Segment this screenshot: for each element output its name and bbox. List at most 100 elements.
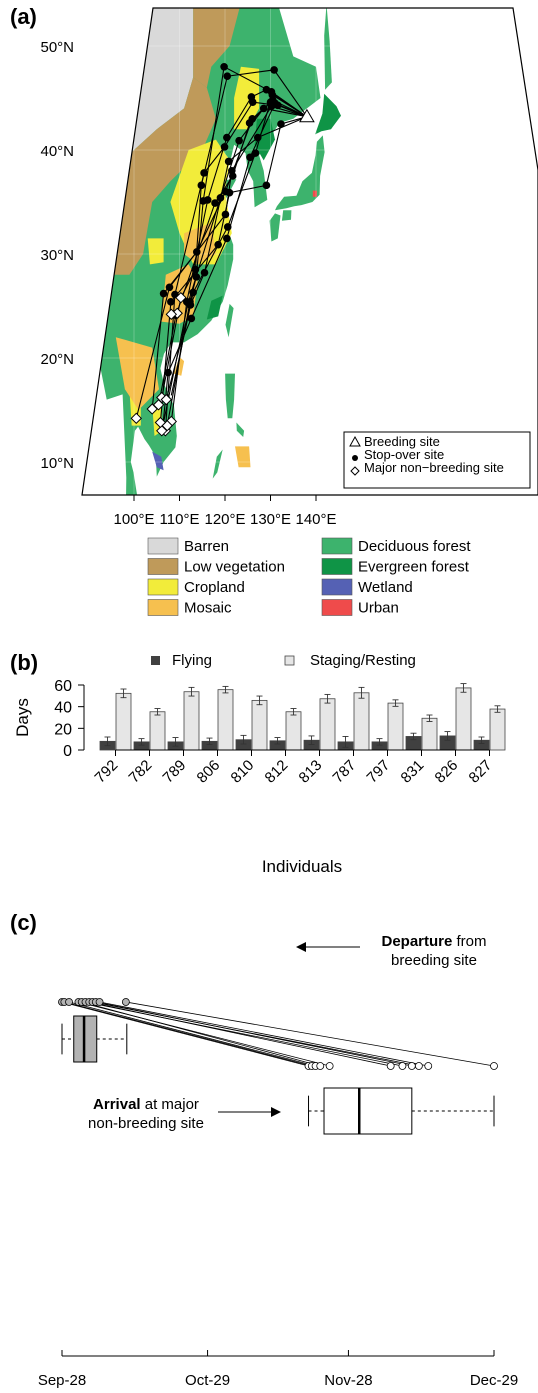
lon-tick-label: 140°E xyxy=(295,511,336,528)
staging-bar xyxy=(217,689,234,751)
landcover-label: Low vegetation xyxy=(184,559,285,576)
arrival-point xyxy=(424,1062,433,1070)
stopover-point xyxy=(251,149,260,157)
legend-flying-label: Flying xyxy=(172,652,212,669)
connection-line xyxy=(95,1001,412,1067)
tracks xyxy=(130,63,315,437)
arrival-point xyxy=(325,1062,334,1070)
stopover-point xyxy=(223,133,231,142)
stopover-point xyxy=(220,143,229,151)
stopover-point xyxy=(262,85,271,94)
map-frame xyxy=(81,7,538,496)
panel-a-label: (a) xyxy=(10,4,37,29)
stopover-point xyxy=(220,63,228,71)
stopover-point xyxy=(200,268,209,277)
legend-staging-label: Staging/Resting xyxy=(310,652,416,669)
date-tick-label: Sep-28 xyxy=(38,1372,86,1389)
stopover-point xyxy=(262,181,271,190)
map-legend-label: Stop-over site xyxy=(364,447,444,462)
lon-tick-label: 100°E xyxy=(113,511,154,528)
departure-point xyxy=(121,998,130,1006)
staging-bar xyxy=(489,708,506,751)
lat-tick-label: 40°N xyxy=(40,143,74,160)
lat-tick-label: 20°N xyxy=(40,351,74,368)
legend-nonbreeding-symbol xyxy=(350,466,360,476)
staging-bar xyxy=(149,711,166,751)
arrival-arrowhead xyxy=(271,1107,281,1117)
x-tick-label: 789 xyxy=(160,757,190,787)
stopover-point xyxy=(200,169,208,177)
connection-line xyxy=(61,1001,309,1067)
land-hokkaido xyxy=(315,93,341,135)
legend-stopover-symbol xyxy=(352,455,358,461)
land-palawan xyxy=(212,449,223,479)
stopover-point xyxy=(228,167,236,175)
panel-b-label: (b) xyxy=(10,650,39,675)
timing-boxplot: Departure from breeding site Arrival at ma… xyxy=(38,933,518,1389)
stopover-point xyxy=(268,91,277,99)
bar-group xyxy=(201,685,234,751)
landcover-label: Deciduous forest xyxy=(358,538,471,555)
arrival-point xyxy=(407,1062,416,1070)
departure-arrowhead xyxy=(296,942,306,952)
landcover-label: Evergreen forest xyxy=(358,559,470,576)
x-tick-label: 787 xyxy=(330,757,360,787)
map-legend-box xyxy=(343,431,531,489)
date-tick-label: Dec-29 xyxy=(470,1372,518,1389)
lon-tick-label: 110°E xyxy=(160,511,200,528)
stopover-point xyxy=(223,223,232,231)
landcover-legend: Barren Low vegetation Cropland Mosaic Decidu… xyxy=(147,537,471,617)
land-sakhalin xyxy=(324,8,332,90)
x-tick-label: 831 xyxy=(398,757,428,787)
x-tick-label: 826 xyxy=(432,757,462,787)
stopover-point xyxy=(246,153,254,162)
staging-bar xyxy=(285,711,302,751)
bar-group xyxy=(439,683,472,751)
lat-tick-label: 50°N xyxy=(40,39,74,56)
bar-group xyxy=(269,708,302,751)
bar-group xyxy=(133,708,166,751)
stopover-point xyxy=(191,265,200,274)
stopover-point xyxy=(186,301,195,309)
migration-track xyxy=(170,94,308,396)
x-tick-label: 782 xyxy=(126,757,156,787)
arrival-point xyxy=(398,1062,407,1070)
landcover-swatch xyxy=(147,599,179,616)
migration-track xyxy=(165,116,308,400)
y-tick-label: 0 xyxy=(63,743,72,760)
landcover-swatch xyxy=(321,537,353,555)
x-tick-label: 797 xyxy=(364,757,394,787)
departure-point xyxy=(95,998,104,1006)
stopover-point xyxy=(211,199,219,207)
stopover-point xyxy=(259,104,268,113)
connection-line xyxy=(64,1001,312,1067)
lat-tick-label: 30°N xyxy=(40,247,74,264)
stopover-point xyxy=(224,157,233,166)
stopover-point xyxy=(223,72,232,80)
stopover-point xyxy=(271,99,279,107)
staging-bar xyxy=(251,699,268,751)
landcover-swatch xyxy=(147,558,179,575)
bar-group xyxy=(371,699,404,751)
landcover-swatch xyxy=(321,599,353,616)
x-tick-label: 810 xyxy=(228,757,258,787)
y-tick-label: 40 xyxy=(54,700,72,717)
landcover-label: Barren xyxy=(184,538,229,555)
bar-group xyxy=(405,714,438,751)
x-axis-title: Individuals xyxy=(262,857,342,876)
x-tick-label: 792 xyxy=(92,757,122,787)
x-tick-label: 827 xyxy=(466,757,496,787)
departure-annotation-line2: breeding site xyxy=(391,952,477,969)
nonbreeding-point xyxy=(154,416,167,429)
nonbreeding-point xyxy=(175,291,187,304)
staging-bar xyxy=(387,702,404,751)
departure-annotation-line1: Departure from xyxy=(381,933,486,950)
map-legend-label: Major non−breeding site xyxy=(364,460,504,475)
arrival-point xyxy=(490,1062,498,1070)
connection-line xyxy=(125,1001,495,1067)
stopover-point xyxy=(235,136,243,145)
arrival-annotation-line1: Arrival at major xyxy=(93,1096,199,1113)
staging-bar xyxy=(421,717,438,751)
stopover-point xyxy=(192,248,201,256)
migration-map: 10°N 20°N 30°N 40°N 50°N 100°E 110°E 120°E 130°E… xyxy=(40,7,538,617)
